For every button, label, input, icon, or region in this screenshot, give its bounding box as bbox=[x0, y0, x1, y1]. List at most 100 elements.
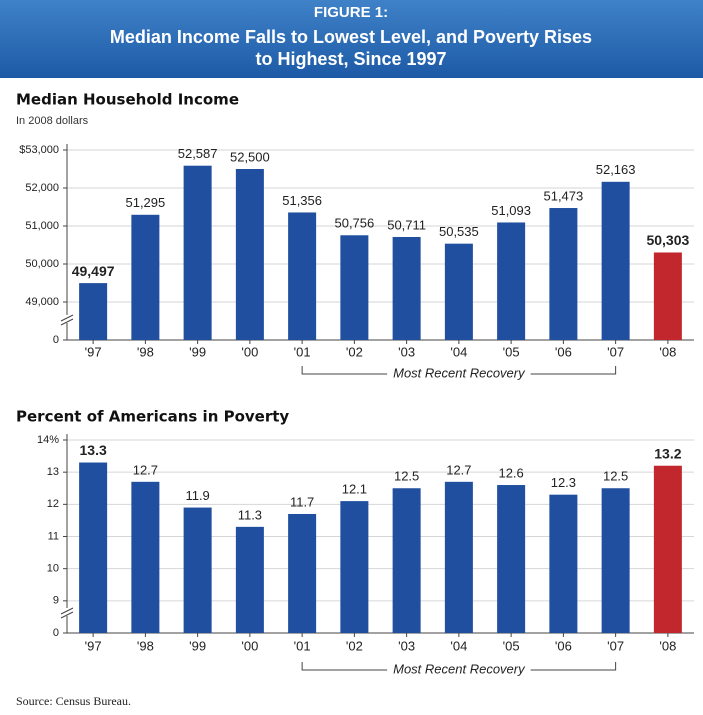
value-label: 52,587 bbox=[178, 146, 218, 161]
annotation-bracket bbox=[301, 662, 617, 671]
axis-break-gap bbox=[61, 315, 73, 323]
value-label: 12.5 bbox=[603, 469, 628, 484]
y-tick-label: 49,000 bbox=[25, 296, 59, 308]
x-tick-label: '06 bbox=[555, 344, 572, 359]
value-label: 12.7 bbox=[133, 462, 158, 477]
bar bbox=[497, 485, 526, 633]
x-tick-label: '99 bbox=[189, 638, 206, 653]
y-tick-label: 13 bbox=[47, 466, 59, 478]
x-tick-label: '04 bbox=[450, 344, 467, 359]
x-tick-label: '97 bbox=[85, 344, 102, 359]
value-label: 51,295 bbox=[125, 195, 165, 210]
y-tick-label: 0 bbox=[53, 334, 59, 346]
figure-title: Median Income Falls to Lowest Level, and… bbox=[110, 27, 592, 47]
bar bbox=[183, 507, 212, 633]
chart-subtitle: In 2008 dollars bbox=[16, 115, 89, 127]
annotation: Most Recent Recovery bbox=[393, 365, 526, 380]
bar bbox=[444, 243, 473, 340]
value-label: 11.9 bbox=[185, 488, 209, 503]
x-tick-label: '08 bbox=[659, 638, 676, 653]
bar bbox=[392, 488, 421, 633]
chart-title: Median Household Income bbox=[16, 91, 239, 109]
bar bbox=[601, 488, 630, 633]
value-label: 51,356 bbox=[282, 193, 322, 208]
axis-break bbox=[60, 611, 74, 619]
bar bbox=[392, 236, 421, 340]
value-label: 11.3 bbox=[238, 507, 262, 522]
y-tick-label: 10 bbox=[47, 563, 59, 575]
bar bbox=[79, 283, 108, 340]
y-tick-label: 12 bbox=[47, 498, 59, 510]
y-tick-label: 9 bbox=[53, 595, 59, 607]
bar bbox=[131, 214, 160, 340]
value-label: 51,473 bbox=[543, 188, 583, 203]
value-label: 50,535 bbox=[439, 224, 479, 239]
figure-label: FIGURE 1: bbox=[314, 4, 388, 21]
value-label: 11.7 bbox=[290, 494, 314, 509]
bar bbox=[288, 513, 317, 633]
value-label: 52,500 bbox=[230, 149, 270, 164]
value-label: 50,756 bbox=[334, 216, 374, 231]
x-tick-label: '00 bbox=[241, 638, 258, 653]
annotation-bracket bbox=[301, 366, 617, 375]
bar bbox=[235, 526, 264, 633]
x-tick-label: '03 bbox=[398, 638, 415, 653]
y-tick-label: 0 bbox=[53, 627, 59, 639]
value-label: 13.2 bbox=[654, 445, 681, 461]
y-tick-label: 50,000 bbox=[25, 258, 59, 270]
axis-break bbox=[60, 607, 74, 615]
value-label: 12.5 bbox=[394, 469, 419, 484]
bar bbox=[340, 235, 369, 340]
y-tick-label: 52,000 bbox=[25, 182, 59, 194]
axis-break bbox=[60, 314, 74, 322]
x-tick-label: '02 bbox=[346, 638, 363, 653]
x-tick-label: '03 bbox=[398, 344, 415, 359]
x-tick-label: '05 bbox=[503, 344, 520, 359]
x-tick-label: '07 bbox=[607, 344, 624, 359]
bar bbox=[79, 462, 108, 633]
bar bbox=[131, 481, 160, 633]
x-tick-label: '99 bbox=[189, 344, 206, 359]
y-tick-label: 14% bbox=[37, 434, 59, 446]
value-label: 49,497 bbox=[72, 263, 115, 279]
axis-break bbox=[60, 318, 74, 326]
x-tick-label: '98 bbox=[137, 344, 154, 359]
bar bbox=[601, 181, 630, 340]
x-tick-label: '07 bbox=[607, 638, 624, 653]
x-tick-label: '97 bbox=[85, 638, 102, 653]
x-tick-label: '02 bbox=[346, 344, 363, 359]
axis-break-gap bbox=[61, 608, 73, 616]
value-label: 12.3 bbox=[551, 475, 576, 490]
y-tick-label: 11 bbox=[48, 530, 59, 542]
value-label: 12.7 bbox=[446, 462, 471, 477]
value-label: 50,303 bbox=[646, 232, 689, 248]
value-label: 13.3 bbox=[80, 442, 107, 458]
bar bbox=[653, 252, 682, 340]
chart-title: Percent of Americans in Poverty bbox=[16, 408, 289, 426]
y-tick-label: $53,000 bbox=[19, 144, 59, 156]
bar bbox=[235, 169, 264, 340]
figure-title: to Highest, Since 1997 bbox=[255, 49, 446, 69]
x-tick-label: '06 bbox=[555, 638, 572, 653]
x-tick-label: '04 bbox=[450, 638, 467, 653]
value-label: 12.6 bbox=[498, 465, 523, 480]
value-label: 50,711 bbox=[387, 217, 426, 232]
annotation: Most Recent Recovery bbox=[393, 661, 526, 676]
bar bbox=[549, 208, 578, 340]
y-tick-label: 51,000 bbox=[25, 220, 59, 232]
x-tick-label: '05 bbox=[503, 638, 520, 653]
x-tick-label: '00 bbox=[241, 344, 258, 359]
bar bbox=[183, 165, 212, 340]
bar bbox=[288, 212, 317, 340]
bar bbox=[653, 465, 682, 633]
header-banner bbox=[0, 0, 703, 78]
source: Source: Census Bureau. bbox=[16, 694, 131, 708]
bar bbox=[497, 222, 526, 340]
x-tick-label: '01 bbox=[294, 344, 311, 359]
value-label: 52,163 bbox=[596, 162, 636, 177]
value-label: 51,093 bbox=[491, 203, 531, 218]
bar bbox=[340, 501, 369, 633]
x-tick-label: '98 bbox=[137, 638, 154, 653]
x-tick-label: '01 bbox=[294, 638, 311, 653]
